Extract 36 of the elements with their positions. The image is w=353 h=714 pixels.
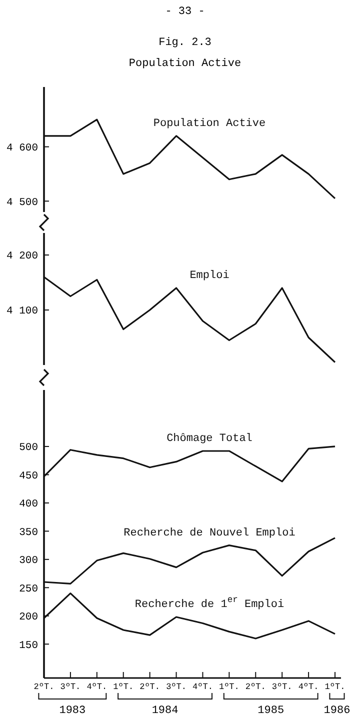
x-tick-label: 3ºT. (272, 682, 292, 692)
y-tick-label: 4 100 (6, 306, 38, 318)
y-tick-label: 500 (19, 442, 38, 454)
y-tick-label: 4 200 (6, 250, 38, 263)
y-tick-label: 300 (19, 555, 38, 568)
x-tick-label: 2ºT. (245, 682, 266, 692)
x-tick-label: 1ºT. (113, 682, 134, 692)
text: 1986 (324, 705, 350, 714)
x-tick-label: 3ºT. (60, 682, 81, 692)
x-tick-label: 4ºT. (86, 682, 108, 692)
y-tick-label: 150 (19, 640, 38, 652)
y-tick-label: 250 (19, 583, 38, 596)
x-tick-label: 1ºT. (324, 682, 346, 692)
x-tick-label: 3ºT. (166, 682, 186, 692)
y-tick-label: 350 (19, 526, 38, 539)
text: - 33 - (165, 6, 205, 18)
series-label: Recherche de 1$^{er}$ Emploi (134, 595, 284, 612)
y-tick-label: 400 (19, 498, 38, 511)
y-tick-label: 4 500 (6, 196, 38, 209)
x-tick-label: 2ºT. (34, 682, 54, 692)
x-tick-label: 4ºT. (298, 682, 319, 692)
x-tick-label: 2ºT. (140, 682, 160, 692)
x-tick-label: 4ºT. (192, 682, 213, 692)
y-tick-label: 200 (19, 612, 38, 624)
chart-title: Fig. 2.3 (158, 37, 212, 49)
text: 1985 (258, 705, 284, 714)
series-label: Emploi (190, 270, 230, 282)
y-tick-label: 4 600 (6, 142, 38, 154)
y-tick-label: 450 (19, 470, 38, 482)
x-tick-label: 1ºT. (218, 682, 240, 692)
text: 1983 (59, 705, 86, 714)
series-label: Chômage Total (166, 432, 252, 445)
series-label: Population Active (153, 118, 266, 130)
text: 1984 (152, 705, 179, 714)
series-label: Recherche de Nouvel Emploi (124, 527, 296, 540)
chart-subtitle: Population Active (128, 58, 242, 70)
